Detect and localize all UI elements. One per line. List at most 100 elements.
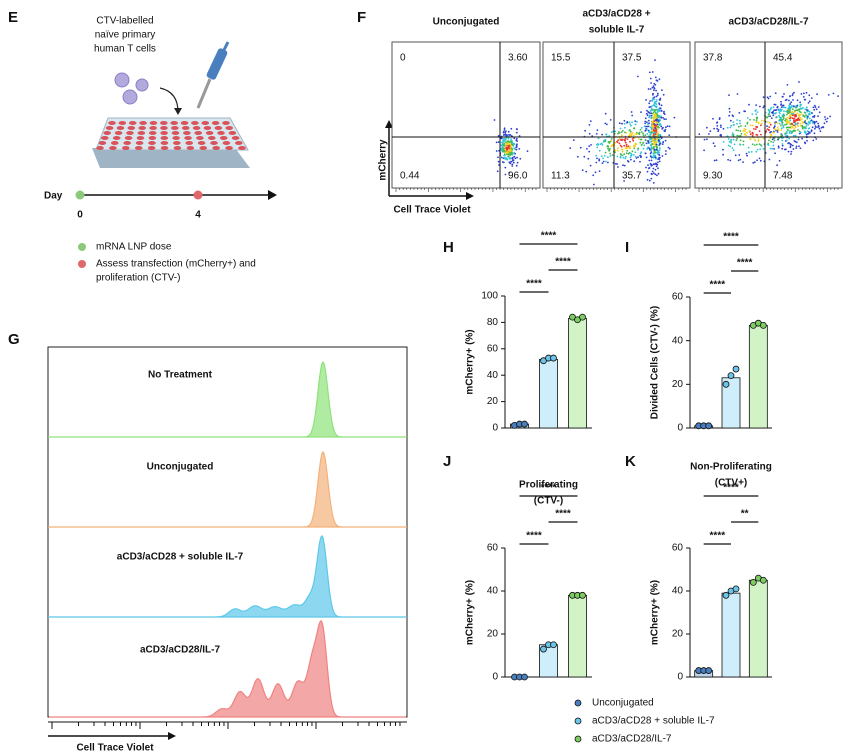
flow-dot [781, 144, 784, 147]
day-tick-label: 0 [77, 210, 83, 221]
flow-dot [799, 119, 802, 122]
flow-dot [511, 163, 514, 166]
histogram [49, 360, 406, 438]
quadrant-value: 15.5 [551, 53, 571, 64]
flow-dot [808, 127, 811, 130]
flow-dot [625, 145, 628, 148]
bar [748, 324, 768, 429]
flow-dot [639, 141, 642, 144]
flow-dot [719, 124, 722, 127]
well [173, 146, 182, 150]
flow-dot [649, 77, 652, 80]
flow-dot [790, 143, 792, 146]
flow-dot [504, 166, 507, 169]
flow-dot [622, 164, 624, 167]
y-tick-label: 40 [672, 335, 684, 346]
flow-dot [623, 180, 625, 182]
flow-dot [649, 138, 652, 140]
flow-dot [784, 119, 786, 122]
significance-label: ** [741, 509, 749, 520]
flow-dot [809, 113, 811, 116]
flow-dot [603, 155, 606, 157]
axis-label: Cell Trace Violet [76, 743, 154, 754]
flow-dot [772, 141, 775, 144]
flow-dot [769, 95, 772, 98]
replicate-point [727, 372, 735, 380]
flow-dot [799, 103, 802, 106]
flow-dot [801, 137, 803, 140]
flow-dot [607, 161, 609, 164]
flow-dot [503, 161, 505, 164]
flow-dot [516, 161, 519, 164]
flow-dot [769, 123, 772, 126]
y-axis-label: mCherry+ (%) [465, 329, 476, 394]
flow-dot [804, 108, 807, 111]
flow-dot [806, 109, 808, 112]
flow-dot [817, 106, 820, 108]
replicate-point [749, 579, 757, 586]
flow-dot [773, 109, 776, 112]
flow-dot [651, 170, 654, 173]
flow-dot [630, 153, 633, 156]
row-label: aCD3/aCD28/IL-7 [140, 645, 220, 656]
significance-label: **** [555, 509, 571, 520]
flow-dot [655, 89, 657, 92]
flow-dot [744, 125, 747, 127]
flow-dot [756, 126, 759, 128]
flow-dot [609, 155, 612, 157]
flow-dot [720, 126, 722, 128]
flow-dot [495, 150, 498, 152]
flow-dot [812, 139, 815, 142]
flow-dot [739, 139, 742, 142]
replicate-point [579, 313, 586, 321]
flow-dot [638, 138, 640, 140]
flow-dot [748, 151, 750, 153]
flow-dot [729, 159, 732, 162]
flow-dot [825, 120, 828, 123]
flow-dot [755, 121, 758, 123]
flow-dot [658, 78, 661, 81]
flow-dot [829, 115, 831, 118]
flow-dot [800, 93, 803, 95]
cells-label: CTV-labelled [96, 16, 153, 27]
flow-dot [662, 116, 664, 119]
flow-dot [642, 132, 644, 135]
well [203, 126, 212, 130]
y-tick-label: 40 [672, 586, 684, 597]
flow-dot [767, 113, 770, 116]
flow-dot [791, 110, 794, 113]
flow-dot [719, 134, 722, 137]
flow-dot [769, 131, 771, 134]
flow-dot [597, 143, 599, 145]
flow-dot [649, 133, 652, 136]
flow-dot [760, 145, 763, 147]
flow-dot [716, 122, 718, 124]
y-tick-label: 20 [672, 379, 684, 390]
flow-dot [799, 107, 802, 110]
flow-dot [606, 123, 608, 126]
well [111, 141, 119, 145]
flow-dot [788, 110, 791, 113]
well [112, 136, 121, 140]
row-label: Unconjugated [147, 462, 214, 473]
flow-dot [728, 111, 731, 113]
flow-dot [777, 128, 780, 131]
well [212, 146, 220, 150]
flow-dot [505, 130, 507, 133]
flow-dot [503, 139, 506, 142]
flow-dot [713, 145, 716, 148]
legend-text: proliferation (CTV-) [96, 273, 180, 284]
flow-dot [664, 153, 667, 156]
flow-dot [651, 109, 654, 112]
flow-dot [619, 156, 622, 159]
flow-dot [737, 159, 740, 162]
flow-dot [755, 116, 758, 119]
flow-dot [782, 115, 785, 118]
well [235, 141, 243, 145]
flow-dot [637, 156, 639, 159]
flow-dot [751, 113, 754, 115]
flow-dot [621, 150, 624, 153]
flow-dot [808, 117, 811, 120]
flow-dot [790, 106, 792, 108]
flow-dot [706, 138, 708, 141]
